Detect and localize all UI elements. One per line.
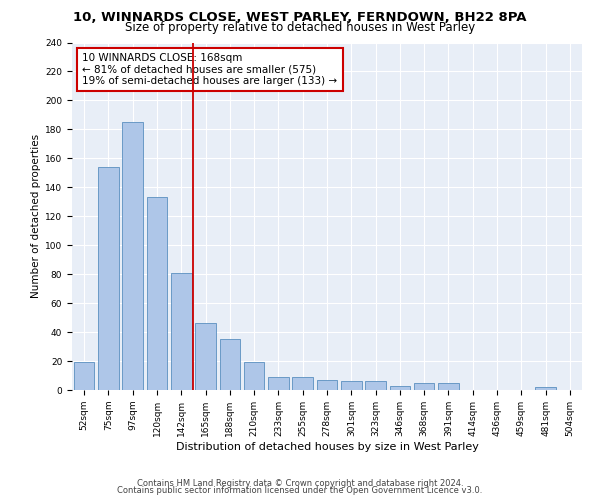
X-axis label: Distribution of detached houses by size in West Parley: Distribution of detached houses by size … <box>176 442 478 452</box>
Bar <box>317 380 337 390</box>
Bar <box>535 387 556 390</box>
Bar <box>365 382 386 390</box>
Bar <box>414 383 434 390</box>
Y-axis label: Number of detached properties: Number of detached properties <box>31 134 41 298</box>
Bar <box>389 386 410 390</box>
Text: Size of property relative to detached houses in West Parley: Size of property relative to detached ho… <box>125 22 475 35</box>
Bar <box>195 324 216 390</box>
Text: 10, WINNARDS CLOSE, WEST PARLEY, FERNDOWN, BH22 8PA: 10, WINNARDS CLOSE, WEST PARLEY, FERNDOW… <box>73 11 527 24</box>
Bar <box>341 382 362 390</box>
Text: Contains HM Land Registry data © Crown copyright and database right 2024.: Contains HM Land Registry data © Crown c… <box>137 478 463 488</box>
Bar <box>268 377 289 390</box>
Text: Contains public sector information licensed under the Open Government Licence v3: Contains public sector information licen… <box>118 486 482 495</box>
Bar <box>146 198 167 390</box>
Text: 10 WINNARDS CLOSE: 168sqm
← 81% of detached houses are smaller (575)
19% of semi: 10 WINNARDS CLOSE: 168sqm ← 81% of detac… <box>82 53 337 86</box>
Bar <box>438 383 459 390</box>
Bar <box>292 377 313 390</box>
Bar <box>122 122 143 390</box>
Bar <box>244 362 265 390</box>
Bar <box>220 340 240 390</box>
Bar <box>98 167 119 390</box>
Bar <box>171 272 191 390</box>
Bar <box>74 362 94 390</box>
